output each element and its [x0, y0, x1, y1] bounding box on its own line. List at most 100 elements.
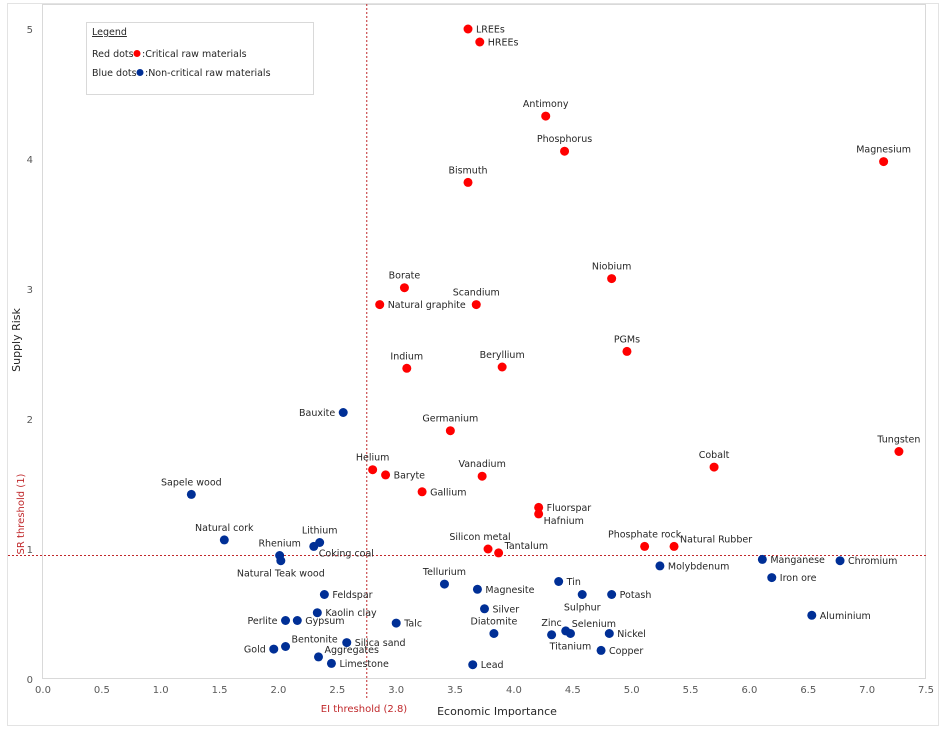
legend: Legend Red dots :Critical raw materials …: [86, 22, 314, 95]
y-tick-label: 1: [27, 545, 33, 556]
legend-title: Legend: [92, 27, 127, 38]
point-label: Gypsum: [305, 616, 344, 627]
threshold-lines: [8, 4, 926, 700]
point-label: Magnesium: [856, 145, 911, 156]
point-label: Indium: [390, 351, 423, 362]
non_critical-point: [309, 541, 319, 551]
x-tick-label: 0.5: [94, 685, 110, 696]
critical-point: [534, 502, 544, 512]
point-label: Phosphate rock: [608, 529, 682, 540]
critical-point: [709, 462, 719, 472]
critical-point: [463, 177, 473, 187]
non_critical-point: [186, 489, 196, 499]
non_critical-point: [439, 579, 449, 589]
point-label: Beryllium: [480, 350, 525, 361]
point-label: Scandium: [453, 288, 500, 299]
critical-point: [381, 470, 391, 480]
point-label: Titanium: [549, 642, 592, 653]
non_critical-point: [472, 584, 482, 594]
non_critical-point: [604, 629, 614, 638]
x-tick-label: 7.5: [918, 685, 934, 696]
critical-point: [417, 487, 427, 497]
legend-box: [86, 22, 314, 95]
x-tick-label: 6.0: [741, 685, 757, 696]
non_critical-point: [312, 608, 322, 618]
critical-point: [640, 541, 650, 551]
y-tick-label: 0: [27, 675, 33, 686]
legend-blue-dot: [136, 69, 144, 76]
point-label: Silicon metal: [449, 532, 510, 543]
plot-area: [42, 4, 926, 679]
y-tick-label: 5: [27, 25, 33, 36]
critical-point: [445, 426, 455, 436]
point-label: Tellurium: [422, 567, 466, 578]
x-tick-label: 0.0: [35, 685, 51, 696]
non_critical-point: [767, 573, 777, 583]
x-tick-label: 1.5: [212, 685, 228, 696]
non_critical-point: [319, 590, 329, 599]
point-label: Antimony: [523, 99, 569, 110]
point-label: HREEs: [488, 38, 519, 49]
x-tick-label: 4.0: [506, 685, 522, 696]
point-label: Gallium: [430, 487, 466, 498]
critical-point: [475, 37, 485, 47]
non_critical-point: [807, 610, 817, 620]
critical-point: [497, 362, 507, 372]
point-label: Aggregates: [324, 645, 379, 656]
critical-point: [368, 465, 378, 475]
point-label: Diatomite: [471, 617, 518, 628]
point-label: Bismuth: [448, 165, 487, 176]
legend-entry-noncritical-text: :Non-critical raw materials: [145, 68, 271, 79]
point-label: Helium: [356, 453, 390, 464]
legend-entry-critical-prefix: Red dots: [92, 49, 134, 60]
axis-ticks: 0.0 0.5 1.0 1.5 2.0 2.5 3.0 3.5 4.0 4.5 5.0 5.5 6.0 6…: [27, 25, 934, 696]
non_critical-point: [269, 644, 279, 654]
point-label: Perlite: [248, 616, 278, 627]
point-label: Rhenium: [258, 539, 300, 550]
critical-point: [375, 300, 385, 310]
point-label: Kaolin clay: [325, 608, 377, 619]
x-tick-label: 3.5: [447, 685, 463, 696]
point-label: Cobalt: [699, 450, 730, 461]
point-label: Molybdenum: [668, 561, 729, 572]
sr-threshold-label: SR threshold (1): [16, 473, 27, 554]
point-label: Bauxite: [299, 408, 335, 419]
non_critical-point: [313, 652, 323, 662]
point-label: Natural Rubber: [680, 534, 752, 545]
critical-point: [534, 509, 544, 519]
non_critical-point: [565, 629, 575, 638]
y-axis-title: Supply Risk: [10, 307, 23, 371]
point-label: Natural cork: [195, 523, 254, 534]
critical-point: [471, 300, 481, 310]
non_critical-point: [547, 630, 557, 640]
point-label: Vanadium: [458, 459, 505, 470]
x-tick-label: 7.0: [859, 685, 875, 696]
x-tick-label: 5.5: [683, 685, 699, 696]
point-label: Silver: [493, 604, 520, 615]
non_critical-point: [338, 408, 348, 417]
critical-point: [894, 447, 904, 456]
point-label: Bentonite: [292, 635, 338, 646]
point-label: Baryte: [394, 470, 426, 481]
point-label: Sapele wood: [161, 477, 222, 488]
y-tick-label: 4: [27, 155, 33, 166]
point-label: Chromium: [848, 556, 897, 567]
y-tick-label: 3: [27, 285, 33, 296]
non_critical-point: [596, 645, 606, 655]
point-label: Gold: [244, 645, 266, 656]
point-label: Tungsten: [876, 435, 920, 446]
x-axis-title: Economic Importance: [437, 705, 557, 718]
legend-entry-noncritical-prefix: Blue dots: [92, 68, 137, 79]
non_critical-point: [342, 638, 352, 648]
point-label: Coking coal: [319, 548, 374, 559]
point-label: Tantalum: [504, 541, 549, 552]
x-tick-label: 1.0: [153, 685, 169, 696]
critical-point: [669, 541, 679, 551]
point-label: Fluorspar: [547, 503, 592, 514]
non_critical-point: [281, 616, 291, 625]
point-label: Manganese: [770, 555, 825, 566]
non_critical-point: [554, 577, 564, 586]
point-label: Silica sand: [355, 638, 406, 649]
point-label: Magnesite: [485, 585, 534, 596]
